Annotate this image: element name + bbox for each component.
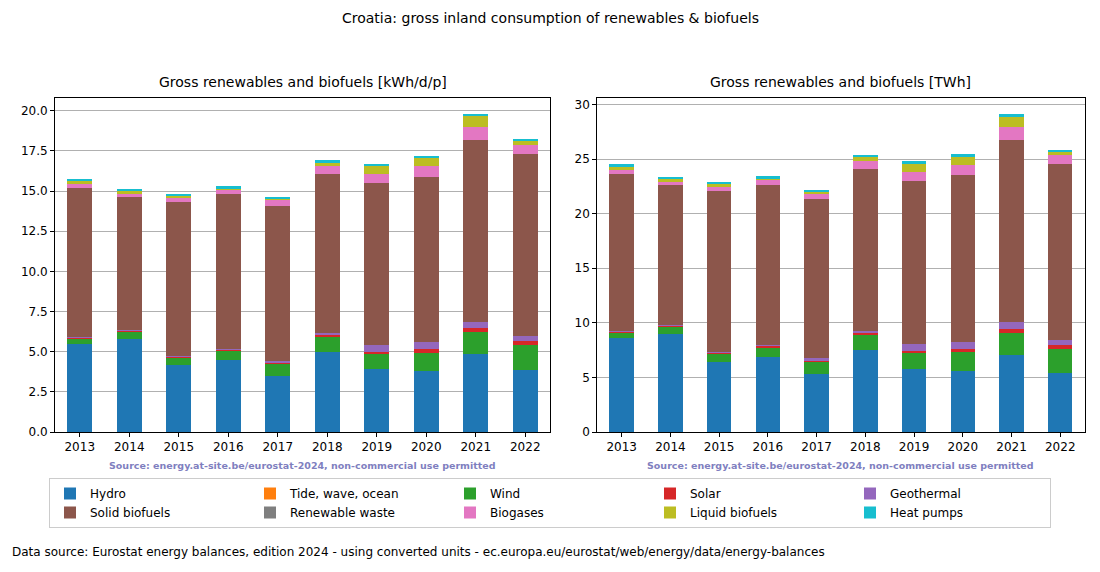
svg-text:Geothermal: Geothermal	[890, 487, 961, 501]
svg-text:Biogases: Biogases	[490, 506, 544, 520]
svg-text:2021: 2021	[460, 440, 491, 454]
svg-text:15.0: 15.0	[21, 184, 48, 198]
svg-text:2019: 2019	[899, 440, 930, 454]
svg-text:Tide, wave, ocean: Tide, wave, ocean	[289, 487, 399, 501]
svg-text:2020: 2020	[411, 440, 442, 454]
svg-text:10: 10	[575, 316, 590, 330]
svg-text:Liquid biofuels: Liquid biofuels	[690, 506, 777, 520]
svg-text:2014: 2014	[655, 440, 686, 454]
svg-text:25: 25	[575, 152, 590, 166]
svg-text:Source: energy.at-site.be/euro: Source: energy.at-site.be/eurostat-2024,…	[109, 460, 496, 471]
svg-text:2014: 2014	[114, 440, 145, 454]
svg-text:5.0: 5.0	[29, 345, 48, 359]
svg-text:Hydro: Hydro	[90, 487, 126, 501]
svg-text:15: 15	[575, 261, 590, 275]
svg-text:Solid biofuels: Solid biofuels	[90, 506, 170, 520]
svg-text:2020: 2020	[948, 440, 979, 454]
svg-text:2019: 2019	[361, 440, 392, 454]
svg-text:2017: 2017	[262, 440, 293, 454]
svg-text:Renewable waste: Renewable waste	[290, 506, 395, 520]
svg-text:2.5: 2.5	[29, 385, 48, 399]
svg-text:2016: 2016	[213, 440, 244, 454]
svg-text:Wind: Wind	[490, 487, 520, 501]
svg-text:Source: energy.at-site.be/euro: Source: energy.at-site.be/eurostat-2024,…	[647, 460, 1034, 471]
svg-text:20.0: 20.0	[21, 104, 48, 118]
svg-text:Solar: Solar	[690, 487, 721, 501]
svg-text:10.0: 10.0	[21, 265, 48, 279]
svg-text:Gross renewables and biofuels: Gross renewables and biofuels [TWh]	[710, 74, 971, 90]
svg-text:2022: 2022	[510, 440, 541, 454]
svg-text:2017: 2017	[801, 440, 832, 454]
svg-text:2021: 2021	[996, 440, 1027, 454]
svg-text:30: 30	[575, 98, 590, 112]
svg-text:0.0: 0.0	[29, 425, 48, 439]
svg-text:7.5: 7.5	[29, 305, 48, 319]
svg-text:2015: 2015	[163, 440, 194, 454]
svg-text:Gross renewables and biofuels: Gross renewables and biofuels [kWh/d/p]	[159, 74, 447, 90]
svg-text:5: 5	[582, 371, 590, 385]
svg-text:2018: 2018	[312, 440, 343, 454]
svg-text:2016: 2016	[753, 440, 784, 454]
svg-text:Heat pumps: Heat pumps	[890, 506, 963, 520]
svg-text:2018: 2018	[850, 440, 881, 454]
svg-text:Croatia: gross inland consumpt: Croatia: gross inland consumption of ren…	[342, 10, 759, 26]
svg-text:Data source: Eurostat energy b: Data source: Eurostat energy balances, e…	[12, 545, 825, 559]
svg-text:2022: 2022	[1045, 440, 1076, 454]
svg-text:2015: 2015	[704, 440, 735, 454]
svg-text:20: 20	[575, 207, 590, 221]
svg-text:12.5: 12.5	[21, 224, 48, 238]
svg-text:17.5: 17.5	[21, 144, 48, 158]
svg-text:0: 0	[582, 425, 590, 439]
svg-text:2013: 2013	[606, 440, 637, 454]
svg-text:2013: 2013	[64, 440, 95, 454]
